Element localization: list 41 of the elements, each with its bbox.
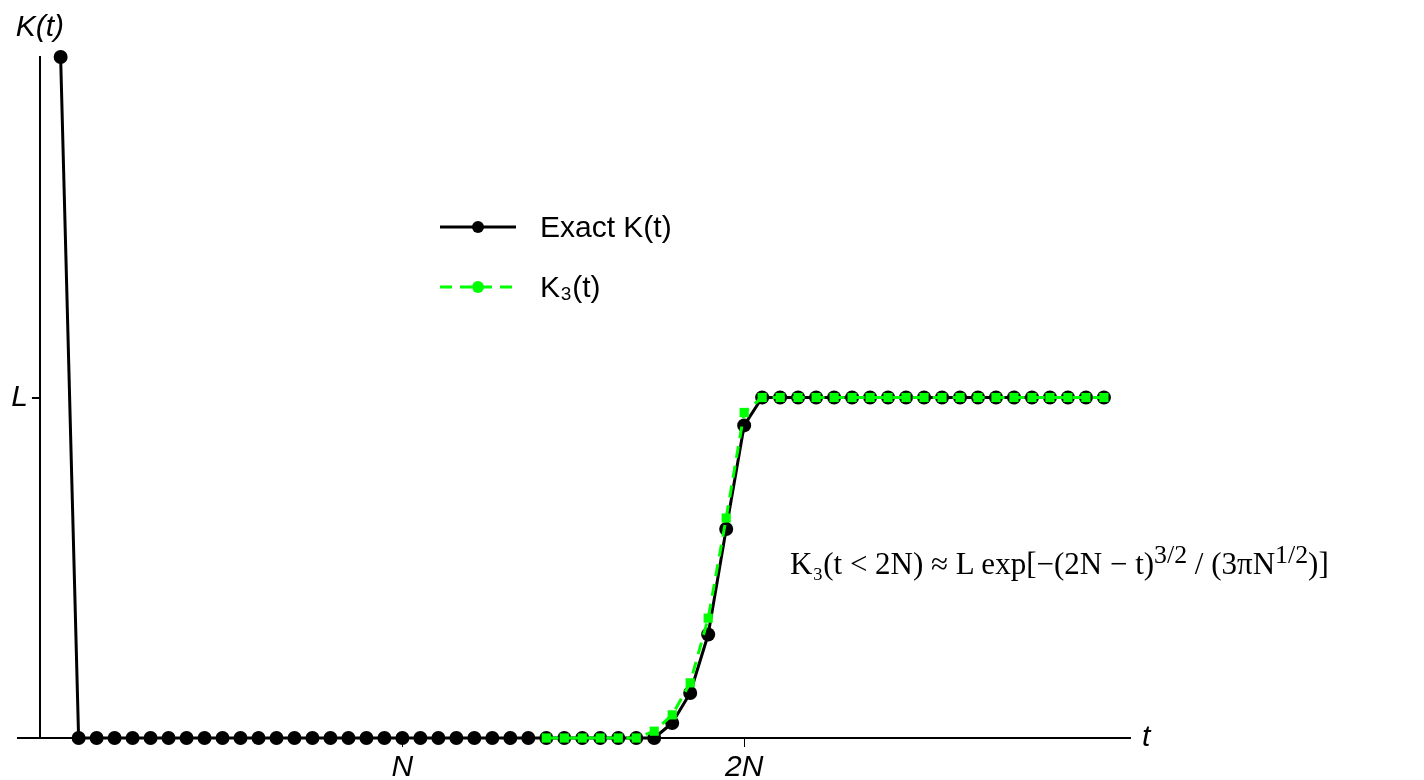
text: L	[11, 379, 28, 413]
point	[233, 731, 248, 745]
point	[449, 731, 464, 745]
point	[125, 731, 140, 745]
point	[359, 731, 374, 745]
point	[251, 731, 266, 745]
point	[179, 731, 194, 745]
point	[413, 731, 428, 745]
point	[323, 731, 338, 745]
point	[503, 731, 518, 745]
point	[215, 731, 230, 745]
point	[667, 710, 677, 720]
point	[107, 731, 122, 745]
legend-label: Exact K(t)	[540, 210, 672, 244]
point	[377, 731, 392, 745]
point	[395, 731, 410, 745]
point	[685, 678, 695, 688]
point	[649, 726, 659, 736]
point	[721, 513, 731, 523]
point	[269, 731, 284, 745]
y-axis-title: K(t)	[15, 9, 65, 43]
point	[703, 613, 713, 623]
point	[739, 407, 749, 418]
point	[161, 731, 176, 745]
point	[197, 731, 212, 745]
point	[431, 731, 446, 745]
annotation: K₃(t < 2N) ≈ L exp[−(2N − t)$^{3/2}$ / (3πN$^{1/2}$)]	[790, 540, 1329, 583]
point	[89, 731, 104, 745]
point	[467, 731, 482, 745]
x-tick-label: N	[391, 749, 414, 780]
x-tick-label: 2N	[723, 749, 764, 780]
legend-label: K₃(t)	[540, 270, 601, 304]
x-axis-title: t	[1142, 719, 1152, 753]
point	[287, 731, 302, 745]
point	[71, 731, 86, 745]
point	[305, 731, 320, 745]
point	[485, 731, 500, 745]
point	[521, 731, 536, 745]
point	[143, 731, 158, 745]
point	[341, 731, 356, 745]
point	[53, 50, 68, 64]
